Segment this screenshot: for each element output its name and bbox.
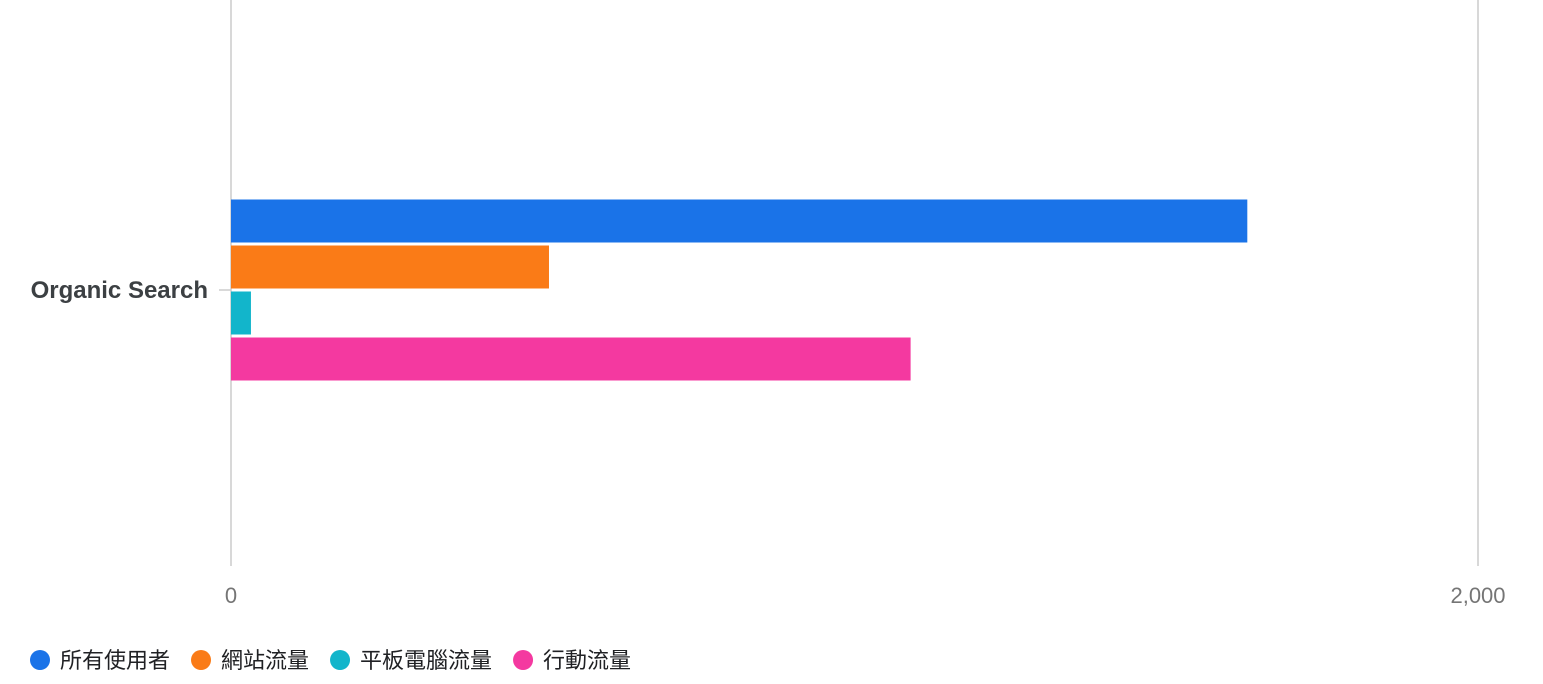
legend-label: 平板電腦流量 (360, 648, 492, 673)
bar-organic-search-series-2 (231, 291, 251, 335)
y-category-label: Organic Search (31, 277, 208, 304)
bar-organic-search-series-3 (231, 337, 911, 381)
legend-swatch (513, 650, 534, 670)
legend-swatch (191, 650, 212, 670)
bar-layer (231, 199, 1248, 381)
legend-swatch (330, 650, 351, 670)
axis-layer: 0 2,000 Organic Search (31, 277, 1506, 608)
x-tick-label: 0 (225, 583, 237, 608)
legend-swatch (30, 650, 50, 670)
legend-item: 所有使用者 (30, 648, 170, 673)
legend-item: 平板電腦流量 (330, 648, 492, 673)
legend-item: 網站流量 (191, 648, 309, 673)
x-tick-label: 2,000 (1450, 583, 1505, 608)
legend-label: 網站流量 (221, 648, 309, 673)
bar-organic-search-series-1 (231, 245, 549, 289)
legend-label: 所有使用者 (60, 648, 170, 673)
legend-item: 行動流量 (513, 648, 631, 673)
bar-organic-search-series-0 (231, 199, 1248, 243)
legend-label: 行動流量 (543, 648, 631, 673)
legend: 所有使用者 網站流量 平板電腦流量 行動流量 (30, 648, 631, 673)
